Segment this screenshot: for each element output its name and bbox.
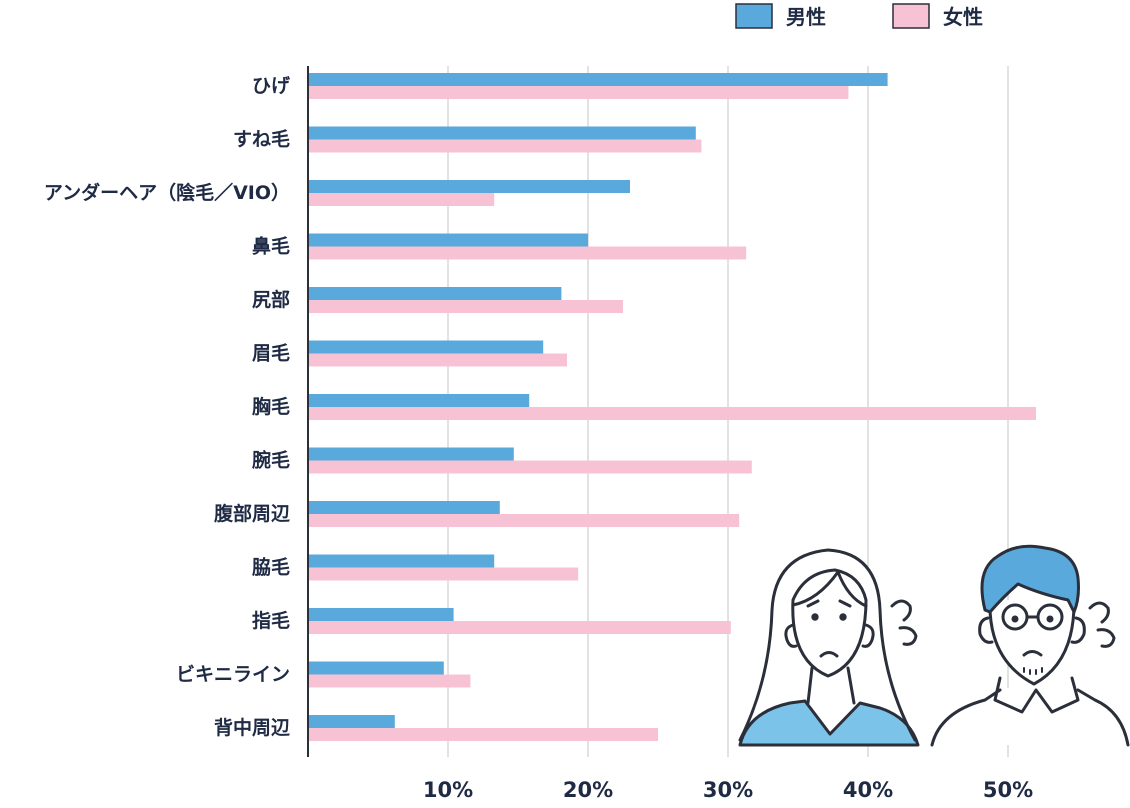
category-label: 指毛 <box>252 610 290 632</box>
bar-male <box>308 340 544 354</box>
bar-female <box>308 460 752 474</box>
category-label: ビキニライン <box>176 664 290 686</box>
category-label: 胸毛 <box>252 395 290 418</box>
category-label: 眉毛 <box>252 343 290 365</box>
legend-item-male: 男性 <box>735 3 826 29</box>
legend-label-male: 男性 <box>786 5 826 29</box>
legend-label-female: 女性 <box>943 5 983 29</box>
bar-female <box>308 674 471 688</box>
bar-male <box>308 180 630 193</box>
x-tick-label: 30% <box>703 778 753 802</box>
bar-male <box>308 554 495 568</box>
bar-male <box>308 501 500 514</box>
bar-female <box>308 246 747 260</box>
bar-female <box>308 139 702 153</box>
category-label: 脇毛 <box>252 556 290 579</box>
bar-male <box>308 287 562 300</box>
bar-female <box>308 621 731 634</box>
x-tick-label: 50% <box>983 778 1033 802</box>
worried-woman-icon <box>735 548 920 747</box>
bar-female <box>308 300 623 313</box>
x-tick-label: 20% <box>563 778 613 802</box>
bar-male <box>308 394 530 407</box>
legend-item-female: 女性 <box>892 3 983 29</box>
x-tick-label: 40% <box>843 778 893 802</box>
category-label: 背中周辺 <box>214 716 290 739</box>
bar-male <box>308 715 395 728</box>
bar-male <box>308 73 888 86</box>
legend-swatch-male <box>735 3 773 29</box>
category-label: ひげ <box>252 75 291 97</box>
bar-female <box>308 407 1036 420</box>
bars <box>308 73 1036 741</box>
category-label: 腹部周辺 <box>213 502 290 525</box>
category-label: 腕毛 <box>251 449 290 472</box>
bar-female <box>308 567 579 581</box>
worried-man-icon <box>930 544 1130 747</box>
bar-male <box>308 447 514 461</box>
category-label: 鼻毛 <box>252 235 290 258</box>
bar-female <box>308 728 658 741</box>
bar-female <box>308 86 849 99</box>
bar-male <box>308 608 454 621</box>
category-label: すね毛 <box>233 129 290 151</box>
x-tick-labels: 10% 20% 30% 40% 50% <box>423 778 1033 802</box>
bar-male <box>308 233 588 247</box>
bar-female <box>308 514 740 527</box>
category-label: 尻部 <box>252 288 290 311</box>
legend-swatch-female <box>892 3 930 29</box>
x-tick-label: 10% <box>423 778 473 802</box>
bar-female <box>308 353 567 367</box>
legend: 男性 女性 <box>735 3 983 29</box>
bar-male <box>308 126 696 140</box>
category-label: アンダーヘア（陰毛／VIO） <box>44 181 290 204</box>
bar-female <box>308 193 495 206</box>
bar-male <box>308 661 444 675</box>
